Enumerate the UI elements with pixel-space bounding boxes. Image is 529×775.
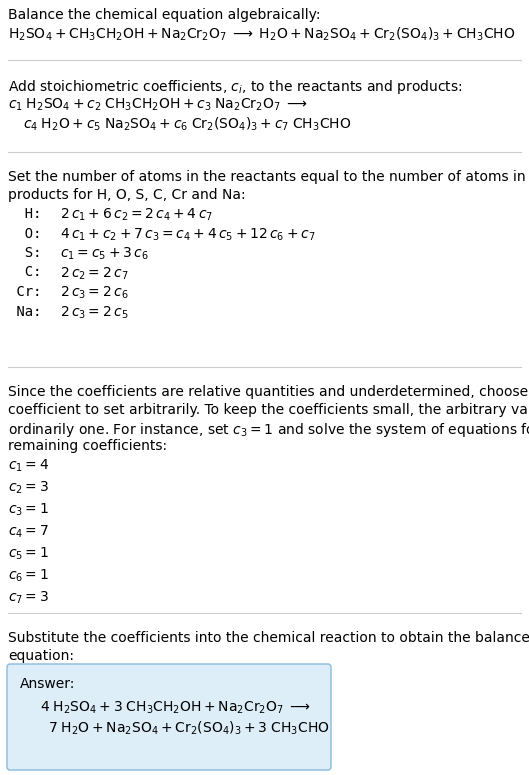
Text: $4\,c_1 + c_2 + 7\,c_3 = c_4 + 4\,c_5 + 12\,c_6 + c_7$: $4\,c_1 + c_2 + 7\,c_3 = c_4 + 4\,c_5 + … [60, 226, 316, 243]
Text: $c_7 = 3$: $c_7 = 3$ [8, 590, 49, 606]
Text: Cr:: Cr: [8, 285, 41, 299]
Text: $c_4 = 7$: $c_4 = 7$ [8, 524, 49, 540]
Text: remaining coefficients:: remaining coefficients: [8, 439, 167, 453]
Text: $2\,c_2 = 2\,c_7$: $2\,c_2 = 2\,c_7$ [60, 266, 129, 282]
Text: Set the number of atoms in the reactants equal to the number of atoms in the: Set the number of atoms in the reactants… [8, 170, 529, 184]
Text: $c_1 = 4$: $c_1 = 4$ [8, 458, 49, 474]
Text: Add stoichiometric coefficients, $c_i$, to the reactants and products:: Add stoichiometric coefficients, $c_i$, … [8, 78, 463, 96]
FancyBboxPatch shape [7, 664, 331, 770]
Text: coefficient to set arbitrarily. To keep the coefficients small, the arbitrary va: coefficient to set arbitrarily. To keep … [8, 403, 529, 417]
Text: Na:: Na: [8, 305, 41, 319]
Text: ordinarily one. For instance, set $c_3 = 1$ and solve the system of equations fo: ordinarily one. For instance, set $c_3 =… [8, 421, 529, 439]
Text: equation:: equation: [8, 649, 74, 663]
Text: $c_6 = 1$: $c_6 = 1$ [8, 568, 49, 584]
Text: $2\,c_3 = 2\,c_6$: $2\,c_3 = 2\,c_6$ [60, 285, 129, 301]
Text: $c_1 = c_5 + 3\,c_6$: $c_1 = c_5 + 3\,c_6$ [60, 246, 149, 263]
Text: $c_3 = 1$: $c_3 = 1$ [8, 502, 49, 518]
Text: $c_2 = 3$: $c_2 = 3$ [8, 480, 49, 497]
Text: O:: O: [8, 226, 41, 240]
Text: $2\,c_3 = 2\,c_5$: $2\,c_3 = 2\,c_5$ [60, 305, 129, 321]
Text: H:: H: [8, 207, 41, 221]
Text: C:: C: [8, 266, 41, 280]
Text: S:: S: [8, 246, 41, 260]
Text: products for H, O, S, C, Cr and Na:: products for H, O, S, C, Cr and Na: [8, 188, 245, 202]
Text: $7\;\mathrm{H_2O} + \mathrm{Na_2SO_4} + \mathrm{Cr_2(SO_4)_3} + 3\;\mathrm{CH_3C: $7\;\mathrm{H_2O} + \mathrm{Na_2SO_4} + … [48, 720, 330, 737]
Text: Balance the chemical equation algebraically:: Balance the chemical equation algebraica… [8, 8, 321, 22]
Text: $2\,c_1 + 6\,c_2 = 2\,c_4 + 4\,c_7$: $2\,c_1 + 6\,c_2 = 2\,c_4 + 4\,c_7$ [60, 207, 213, 223]
Text: $c_1\;\mathrm{H_2SO_4} + c_2\;\mathrm{CH_3CH_2OH} + c_3\;\mathrm{Na_2Cr_2O_7} \;: $c_1\;\mathrm{H_2SO_4} + c_2\;\mathrm{CH… [8, 97, 308, 113]
Text: Substitute the coefficients into the chemical reaction to obtain the balanced: Substitute the coefficients into the che… [8, 631, 529, 645]
Text: Since the coefficients are relative quantities and underdetermined, choose a: Since the coefficients are relative quan… [8, 385, 529, 399]
Text: $\;\;\;\;c_4\;\mathrm{H_2O} + c_5\;\mathrm{Na_2SO_4} + c_6\;\mathrm{Cr_2(SO_4)_3: $\;\;\;\;c_4\;\mathrm{H_2O} + c_5\;\math… [8, 116, 351, 133]
Text: $4\;\mathrm{H_2SO_4} + 3\;\mathrm{CH_3CH_2OH} + \mathrm{Na_2Cr_2O_7} \;\longrigh: $4\;\mathrm{H_2SO_4} + 3\;\mathrm{CH_3CH… [40, 700, 311, 716]
Text: $c_5 = 1$: $c_5 = 1$ [8, 546, 49, 563]
Text: Answer:: Answer: [20, 677, 75, 691]
Text: $\mathrm{H_2SO_4 + CH_3CH_2OH + Na_2Cr_2O_7 \;\longrightarrow\;H_2O + Na_2SO_4 +: $\mathrm{H_2SO_4 + CH_3CH_2OH + Na_2Cr_2… [8, 26, 515, 43]
